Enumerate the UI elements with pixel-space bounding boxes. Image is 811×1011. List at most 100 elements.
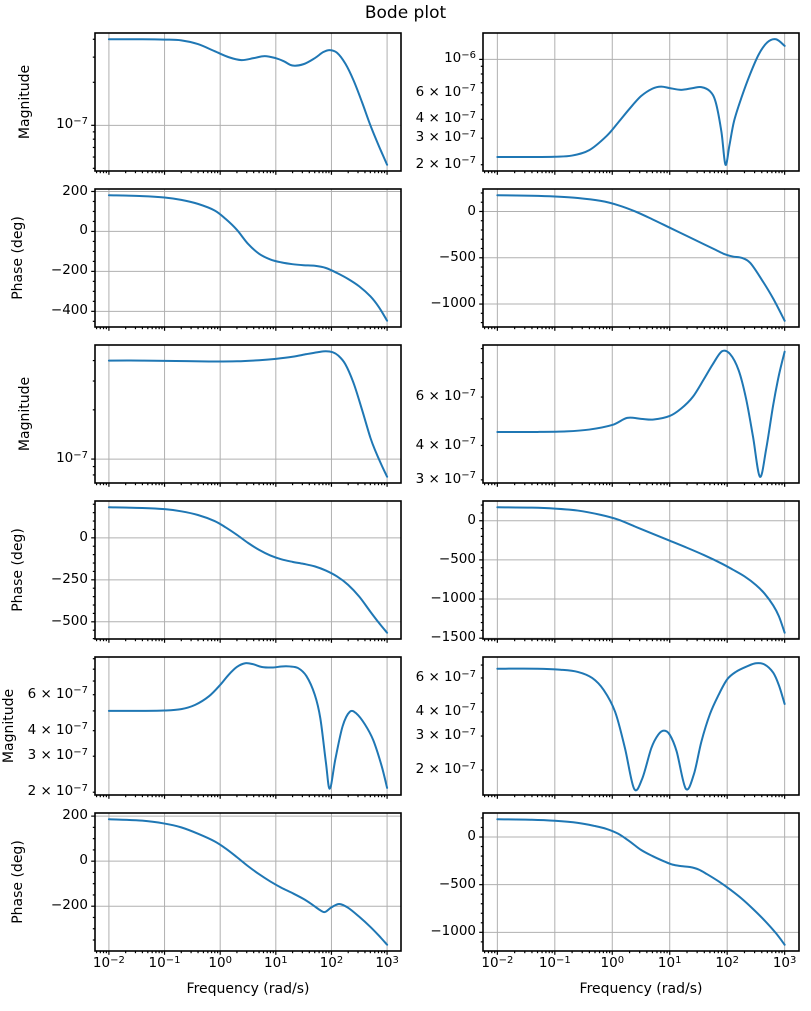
x-tick-label: 101 — [264, 954, 288, 972]
axes-spines — [94, 188, 402, 328]
y-tick-label: 2 × 10−7 — [27, 782, 88, 800]
axes-spines — [482, 812, 800, 952]
subplot-phase-1-right — [479, 188, 800, 331]
y-tick-label: −500 — [50, 612, 88, 629]
y-tick-label: 6 × 10−7 — [415, 83, 476, 100]
y-tick-label: 200 — [62, 807, 88, 824]
axes-spines — [482, 656, 800, 796]
x-tick-label: 10−2 — [481, 954, 514, 972]
curve-phase-2-left — [107, 506, 389, 634]
subplot-phase-3-left — [91, 812, 402, 955]
y-tick-label: 0 — [467, 511, 476, 528]
y-tick-label: −250 — [50, 570, 88, 587]
grid-lines — [95, 501, 401, 639]
axes-spines — [482, 344, 800, 484]
x-tick-label: 103 — [375, 954, 399, 972]
tick-marks — [91, 190, 388, 331]
x-tick-label: 10−1 — [148, 954, 181, 972]
subplot-phase-2-left — [91, 500, 402, 643]
grid-lines — [95, 813, 401, 951]
grid-lines — [483, 813, 799, 951]
y-tick-label: 0 — [79, 852, 88, 869]
grid-lines — [95, 33, 401, 171]
curve-phase-1-left — [107, 194, 389, 322]
grid-lines — [496, 657, 786, 795]
curve-phase-1-right — [496, 194, 786, 322]
y-axis-label: Phase (deg) — [10, 840, 26, 924]
y-axis-label: Magnitude — [17, 64, 33, 140]
x-tick-label: 102 — [319, 954, 344, 972]
curve-magnitude-2-right — [496, 349, 786, 478]
curve-phase-3-right — [496, 818, 786, 946]
y-tick-label: −1000 — [430, 590, 476, 607]
x-tick-label: 102 — [715, 954, 739, 972]
y-tick-label: 3 × 10−7 — [415, 726, 476, 744]
y-tick-label: −1000 — [430, 923, 476, 940]
axes-spines — [94, 344, 402, 484]
y-tick-label: 10−7 — [56, 115, 88, 133]
y-tick-label: −1000 — [430, 295, 476, 312]
y-axis-label: Magnitude — [17, 376, 33, 452]
y-axis-label: Magnitude — [1, 688, 17, 764]
axes-spines — [482, 188, 800, 328]
tick-marks — [91, 359, 388, 487]
tick-marks — [480, 664, 786, 799]
subplot-phase-1-left — [91, 188, 402, 331]
subplot-phase-3-right — [479, 812, 800, 955]
x-tick-label: 10−2 — [92, 954, 125, 972]
subplot-magnitude-2-right — [480, 344, 800, 487]
y-axis-label: Phase (deg) — [10, 528, 26, 612]
subplot-phase-2-right — [479, 500, 800, 643]
y-tick-label: −500 — [438, 550, 476, 567]
x-tick-label: 100 — [600, 954, 625, 972]
axes-spines — [482, 500, 800, 640]
axes-spines — [94, 32, 402, 172]
axes-spines — [94, 656, 402, 796]
y-tick-label: 10−7 — [56, 449, 88, 467]
y-tick-label: 0 — [79, 528, 88, 545]
y-tick-label: 0 — [467, 202, 476, 219]
x-tick-label: 101 — [657, 954, 682, 972]
tick-marks — [479, 504, 786, 643]
curve-magnitude-1-left — [107, 38, 389, 166]
grid-lines — [483, 33, 799, 171]
y-tick-label: 0 — [79, 222, 88, 239]
y-tick-label: −200 — [50, 262, 88, 279]
y-tick-label: 3 × 10−7 — [415, 470, 476, 487]
y-tick-label: 2 × 10−7 — [415, 760, 476, 778]
tick-marks — [91, 815, 388, 955]
subplot-magnitude-1-left — [91, 32, 402, 175]
y-tick-label: 4 × 10−7 — [27, 721, 88, 738]
axes-spines — [94, 812, 402, 952]
curve-magnitude-1-right — [496, 38, 786, 166]
axes-spines — [94, 500, 402, 640]
subplot-magnitude-3-right — [480, 656, 800, 799]
y-tick-label: −500 — [438, 248, 476, 265]
y-tick-label: 6 × 10−7 — [27, 685, 88, 702]
y-tick-label: 10−6 — [444, 49, 476, 67]
x-tick-label: 100 — [208, 954, 232, 972]
subplot-magnitude-2-left — [91, 344, 402, 487]
x-axis-label-right: Frequency (rad/s) — [579, 981, 703, 997]
x-axis-label-left: Frequency (rad/s) — [186, 981, 310, 997]
tick-marks — [479, 817, 786, 955]
curve-magnitude-2-left — [107, 350, 389, 478]
y-tick-label: 200 — [62, 182, 88, 199]
axes-spines — [482, 32, 800, 172]
grid-lines — [95, 189, 401, 327]
y-tick-label: 4 × 10−7 — [415, 109, 476, 127]
tick-marks — [92, 658, 388, 799]
y-tick-label: −1500 — [430, 629, 476, 646]
y-tick-label: 2 × 10−7 — [415, 155, 476, 172]
y-tick-label: 4 × 10−7 — [415, 702, 476, 719]
y-tick-label: 4 × 10−7 — [415, 436, 476, 453]
grid-lines — [95, 345, 401, 483]
subplot-magnitude-1-right — [479, 32, 800, 175]
x-tick-label: 103 — [772, 954, 797, 972]
grid-lines — [483, 189, 799, 327]
figure-title: Bode plot — [364, 3, 447, 23]
y-tick-label: 0 — [467, 828, 476, 844]
y-axis-label: Phase (deg) — [10, 216, 26, 300]
grid-lines — [108, 657, 388, 795]
y-tick-label: −400 — [50, 302, 88, 319]
